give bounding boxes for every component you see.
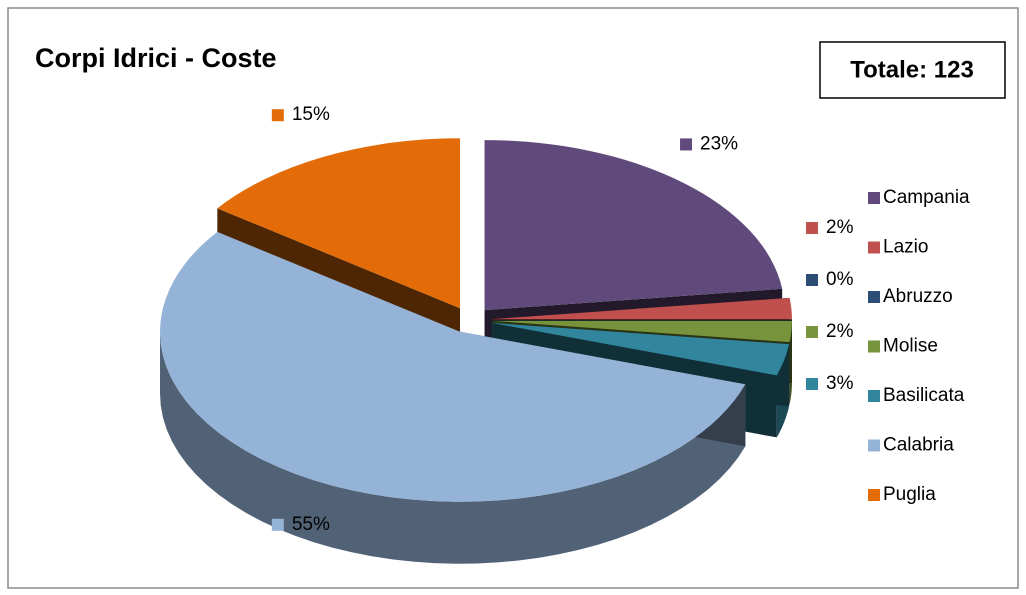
label-swatch — [806, 222, 818, 234]
legend-swatch — [868, 192, 880, 204]
total-label: Totale: 123 — [850, 56, 974, 83]
legend-label: Abruzzo — [883, 286, 953, 307]
legend-swatch — [868, 241, 880, 254]
slice — [491, 297, 792, 320]
legend-label: Puglia — [883, 484, 936, 505]
legend-swatch — [868, 340, 880, 353]
data-label: 15% — [292, 104, 330, 125]
slice-side — [160, 331, 746, 564]
total-box — [819, 41, 1006, 99]
legend-label: Calabria — [883, 435, 954, 456]
label-swatch — [806, 274, 818, 286]
legend-label: Basilicata — [883, 385, 965, 406]
data-label: 23% — [700, 133, 738, 154]
legend-swatch — [868, 439, 880, 452]
legend-swatch — [868, 291, 880, 303]
slice — [491, 322, 790, 376]
slice — [217, 138, 461, 309]
legend-label: Campania — [883, 187, 970, 208]
legend-label: Lazio — [883, 237, 928, 258]
label-swatch — [271, 518, 284, 531]
data-label: 0% — [826, 269, 854, 290]
legend-label: Molise — [883, 336, 938, 357]
legend-swatch — [868, 390, 880, 402]
slice-tops — [160, 138, 792, 502]
label-swatch — [271, 109, 284, 122]
chart-title: Corpi Idrici - Coste — [35, 43, 277, 73]
data-label: 3% — [826, 373, 854, 394]
label-swatch — [806, 326, 818, 338]
slice — [484, 140, 783, 311]
data-label: 55% — [292, 514, 330, 535]
slice — [160, 231, 746, 502]
data-label: 2% — [826, 217, 854, 238]
label-swatch — [680, 138, 693, 151]
legend-swatch — [868, 489, 880, 501]
label-swatch — [806, 378, 818, 390]
data-label: 2% — [826, 321, 854, 342]
slice — [491, 320, 792, 343]
